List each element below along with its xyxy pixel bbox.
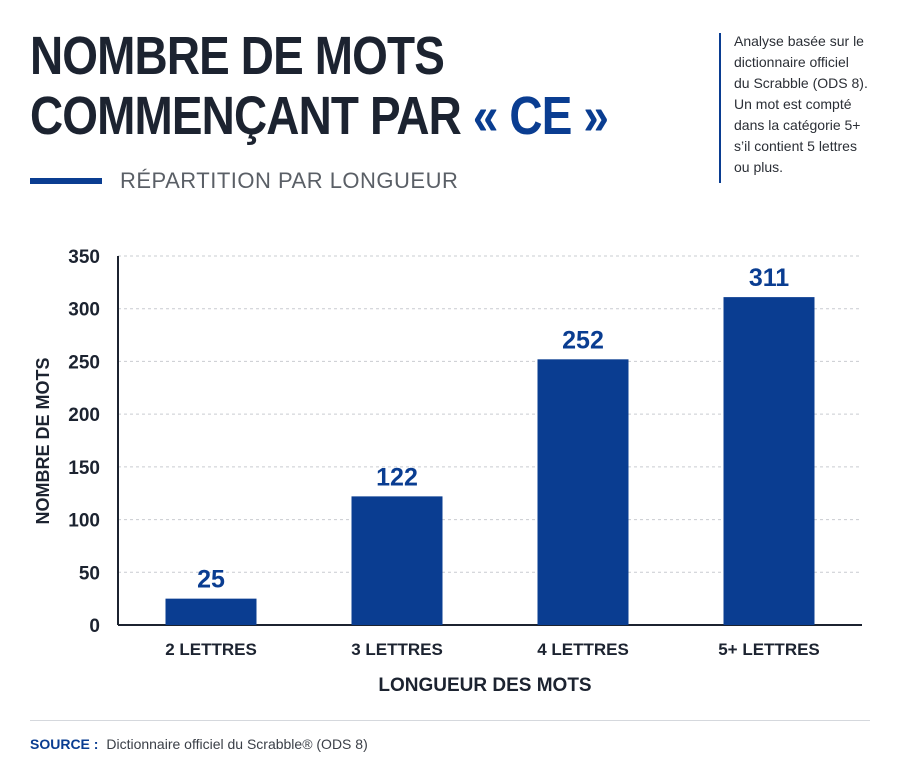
y-tick-label: 250 — [68, 352, 100, 373]
title-line-1: NOMBRE DE MOTS — [30, 26, 445, 86]
y-tick-label: 0 — [89, 616, 100, 637]
y-tick-label: 200 — [68, 405, 100, 426]
title-accent: « CE » — [472, 86, 609, 146]
y-tick-label: 350 — [68, 247, 100, 268]
bar — [351, 496, 443, 625]
note-line: ou plus. — [734, 159, 784, 175]
source-label: SOURCE : — [30, 736, 99, 752]
data-label: 25 — [197, 566, 225, 594]
title-line-2: COMMENÇANT PAR « CE » — [30, 86, 609, 146]
note-accent-rule — [719, 33, 721, 183]
data-label: 122 — [376, 463, 418, 491]
x-axis-title: LONGUEUR DES MOTS — [378, 675, 591, 696]
chart-subtitle: RÉPARTITION PAR LONGUEUR — [120, 168, 459, 193]
bar — [723, 297, 815, 625]
bar-chart: 0 50 100 150 200 250 300 350 25 2 LETTRES 122 3 LET… — [33, 247, 862, 696]
note-line: s’il contient 5 lettres — [734, 138, 857, 154]
y-axis-title: NOMBRE DE MOTS — [33, 357, 53, 524]
note-line: dans la catégorie 5+ — [734, 117, 861, 133]
bar — [537, 359, 629, 625]
x-tick-label: 4 LETTRES — [537, 640, 629, 659]
note-line: dictionnaire officiel — [734, 54, 849, 70]
methodology-note: Analyse basée sur le dictionnaire offici… — [734, 31, 894, 178]
subtitle-accent-bar — [30, 178, 102, 184]
y-tick-label: 50 — [79, 563, 100, 584]
y-tick-label: 300 — [68, 300, 100, 321]
x-tick-label: 3 LETTRES — [351, 640, 443, 659]
x-tick-label: 2 LETTRES — [165, 640, 257, 659]
footer-divider — [30, 720, 870, 721]
source-footer: SOURCE : Dictionnaire officiel du Scrabb… — [30, 736, 368, 752]
title-line-2-prefix: COMMENÇANT PAR — [30, 86, 473, 146]
note-line: du Scrabble (ODS 8). — [734, 75, 868, 91]
data-label: 252 — [562, 326, 604, 354]
note-line: Un mot est compté — [734, 96, 852, 112]
x-tick-label: 5+ LETTRES — [718, 640, 820, 659]
chart-title: NOMBRE DE MOTS COMMENÇANT PAR « CE » — [30, 26, 609, 146]
y-tick-label: 100 — [68, 511, 100, 532]
source-text: Dictionnaire officiel du Scrabble® (ODS … — [106, 736, 368, 752]
note-line: Analyse basée sur le — [734, 33, 864, 49]
y-tick-label: 150 — [68, 458, 100, 479]
bar — [165, 598, 257, 625]
data-label: 311 — [749, 264, 789, 292]
